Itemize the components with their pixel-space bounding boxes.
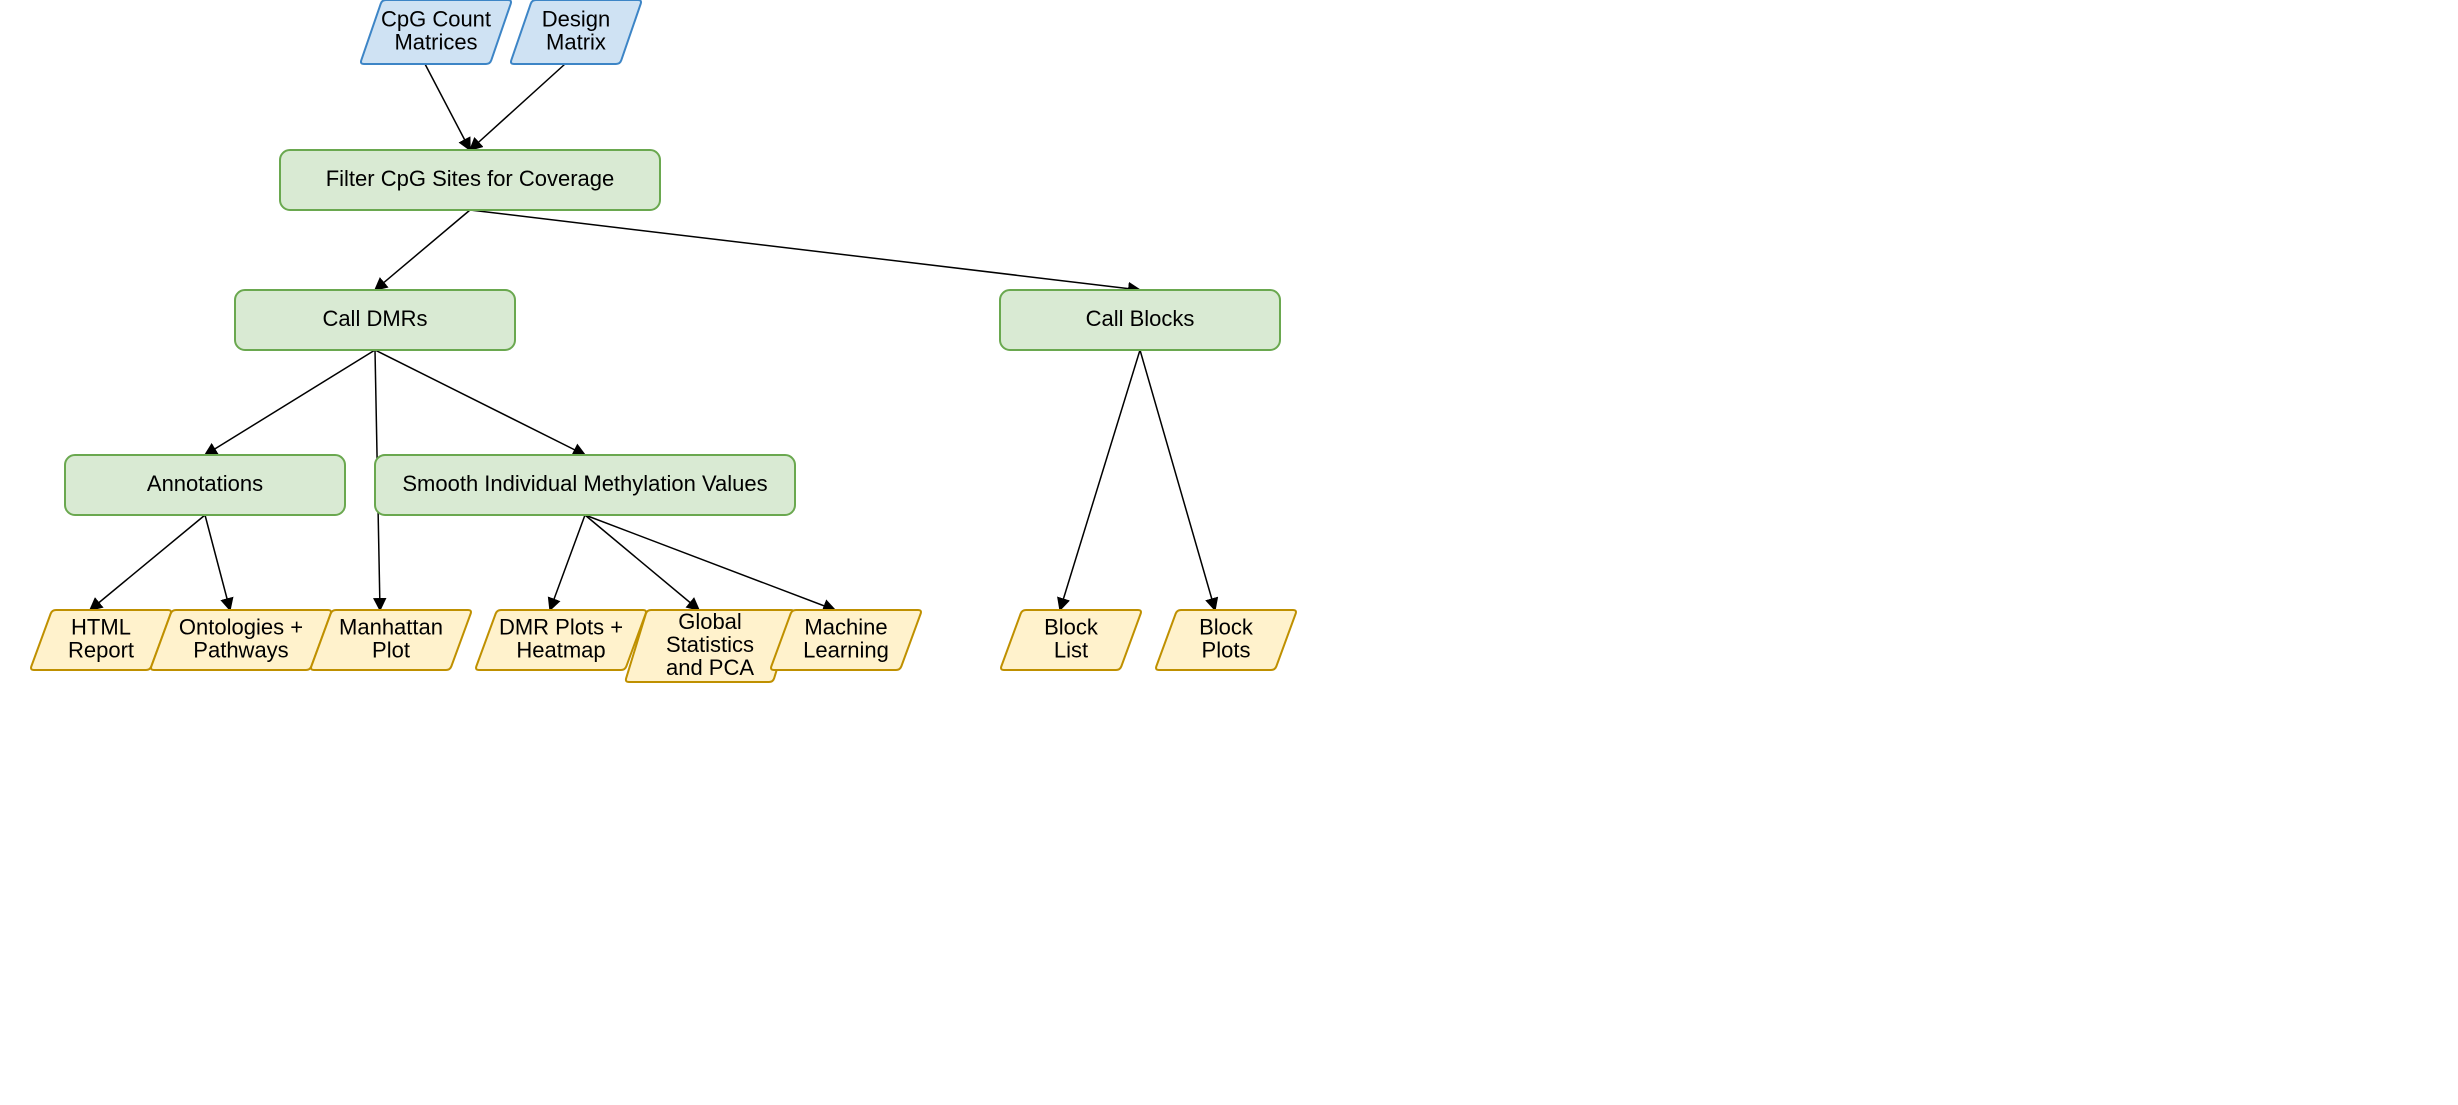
node-global_stats-label: GlobalStatisticsand PCA [666,609,754,680]
node-annotations: Annotations [65,455,345,515]
node-ontologies-label: Ontologies +Pathways [179,614,303,662]
node-call_blocks-label: Call Blocks [1086,306,1195,331]
node-block_plots: BlockPlots [1156,610,1296,670]
node-cpg_count-label: CpG CountMatrices [381,6,491,54]
node-global_stats: GlobalStatisticsand PCA [626,609,794,682]
node-call_blocks: Call Blocks [1000,290,1280,350]
node-manhattan: ManhattanPlot [311,610,471,670]
edge-filter-to-call_blocks [470,210,1140,290]
node-design_matrix: DesignMatrix [511,0,641,64]
edge-smooth-to-dmr_plots [550,515,585,610]
edge-call_dmrs-to-smooth [375,350,585,455]
edge-annotations-to-html_report [90,515,205,610]
node-html_report: HTMLReport [31,610,171,670]
edge-call_dmrs-to-annotations [205,350,375,455]
edge-call_blocks-to-block_plots [1140,350,1215,610]
node-smooth-label: Smooth Individual Methylation Values [402,471,767,496]
edge-design_matrix-to-filter [470,64,565,150]
node-call_dmrs-label: Call DMRs [322,306,427,331]
node-call_dmrs: Call DMRs [235,290,515,350]
edge-cpg_count-to-filter [425,64,470,150]
node-ontologies: Ontologies +Pathways [151,610,331,670]
node-block_list: BlockList [1001,610,1141,670]
node-smooth: Smooth Individual Methylation Values [375,455,795,515]
node-machine_learning-label: MachineLearning [803,614,889,662]
node-annotations-label: Annotations [147,471,263,496]
node-cpg_count: CpG CountMatrices [361,0,511,64]
node-design_matrix-label: DesignMatrix [542,6,610,54]
node-filter-label: Filter CpG Sites for Coverage [326,166,615,191]
flowchart-diagram: CpG CountMatrices DesignMatrix Filter CpG … [0,0,1540,690]
edge-annotations-to-ontologies [205,515,230,610]
node-dmr_plots-label: DMR Plots +Heatmap [499,614,623,662]
node-block_plots-label: BlockPlots [1199,614,1254,662]
node-html_report-label: HTMLReport [68,614,134,662]
edge-call_blocks-to-block_list [1060,350,1140,610]
edge-filter-to-call_dmrs [375,210,470,290]
node-machine_learning: MachineLearning [771,610,921,670]
edge-smooth-to-machine_learning [585,515,835,610]
node-filter: Filter CpG Sites for Coverage [280,150,660,210]
node-dmr_plots: DMR Plots +Heatmap [476,610,646,670]
edge-smooth-to-global_stats [585,515,699,610]
